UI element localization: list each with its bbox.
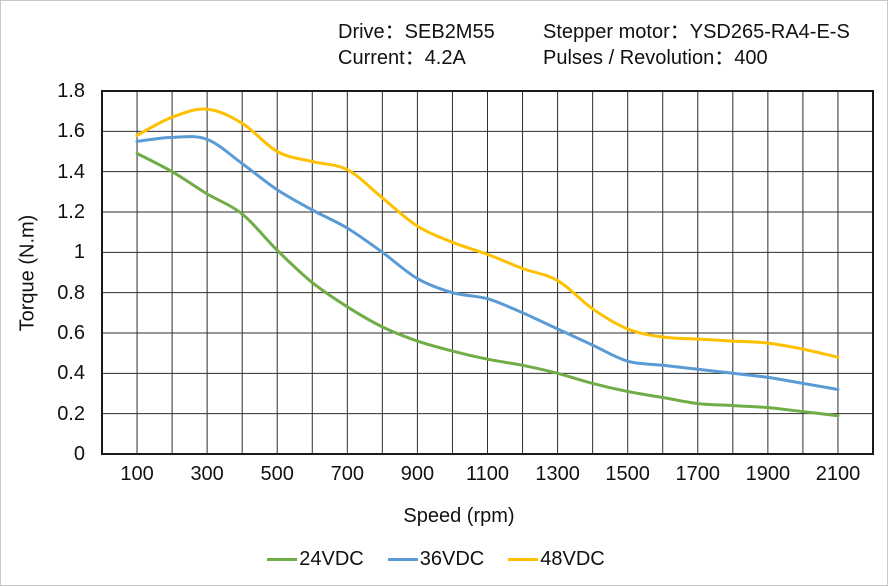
x-axis-title: Speed (rpm) — [403, 505, 515, 527]
x-tick-label: 500 — [260, 463, 294, 485]
legend-item-36vdc: 36VDC — [387, 548, 485, 571]
header-current: Current：4.2A — [338, 47, 466, 69]
plot-area-border — [101, 90, 874, 455]
y-tick-label: 1 — [73, 241, 85, 264]
y-tick-label: 0 — [73, 443, 85, 465]
y-tick-label: 1.2 — [57, 201, 85, 223]
y-tick-label: 0.6 — [57, 322, 85, 344]
y-tick-label: 1.6 — [57, 120, 85, 143]
y-axis-title: Torque (N.m) — [16, 214, 39, 332]
legend-label: 36VDC — [419, 548, 485, 570]
legend-swatch-48vdc — [508, 558, 539, 561]
x-tick-label: 900 — [400, 463, 435, 485]
header-pulses-per-revolution: Pulses / Revolution：400 — [543, 47, 768, 69]
x-tick-label: 2100 — [815, 463, 861, 485]
legend-item-24vdc: 24VDC — [267, 548, 364, 571]
header-stepper-motor: Stepper motor：YSD265-RA4-E-S — [543, 21, 850, 43]
y-tick-label: 1.8 — [57, 80, 85, 102]
series-line-24vdc — [135, 152, 840, 418]
x-tick-label: 1900 — [745, 463, 791, 485]
header-drive-model: Drive：SEB2M55 — [338, 21, 495, 43]
y-tick-label: 0.4 — [57, 362, 85, 385]
legend-label: 24VDC — [299, 548, 364, 570]
series-line-48vdc — [135, 107, 840, 359]
x-tick-label: 100 — [120, 463, 154, 485]
x-tick-label: 1300 — [535, 463, 580, 485]
x-tick-label: 700 — [330, 463, 364, 485]
legend-swatch-24vdc — [267, 558, 298, 561]
x-tick-label: 1500 — [605, 463, 650, 485]
legend: 24VDC 36VDC 48VDC — [1, 548, 879, 571]
y-tick-label: 0.2 — [57, 402, 85, 425]
legend-swatch-36vdc — [387, 558, 418, 561]
y-tick-label: 1.4 — [57, 160, 85, 183]
x-tick-label: 300 — [190, 463, 224, 485]
y-tick-label: 0.8 — [57, 281, 85, 304]
series-line-36vdc — [135, 135, 840, 391]
legend-label: 48VDC — [540, 548, 605, 570]
legend-item-48vdc: 48VDC — [508, 548, 605, 571]
x-tick-label: 1100 — [465, 463, 510, 485]
x-tick-label: 1700 — [675, 463, 721, 485]
